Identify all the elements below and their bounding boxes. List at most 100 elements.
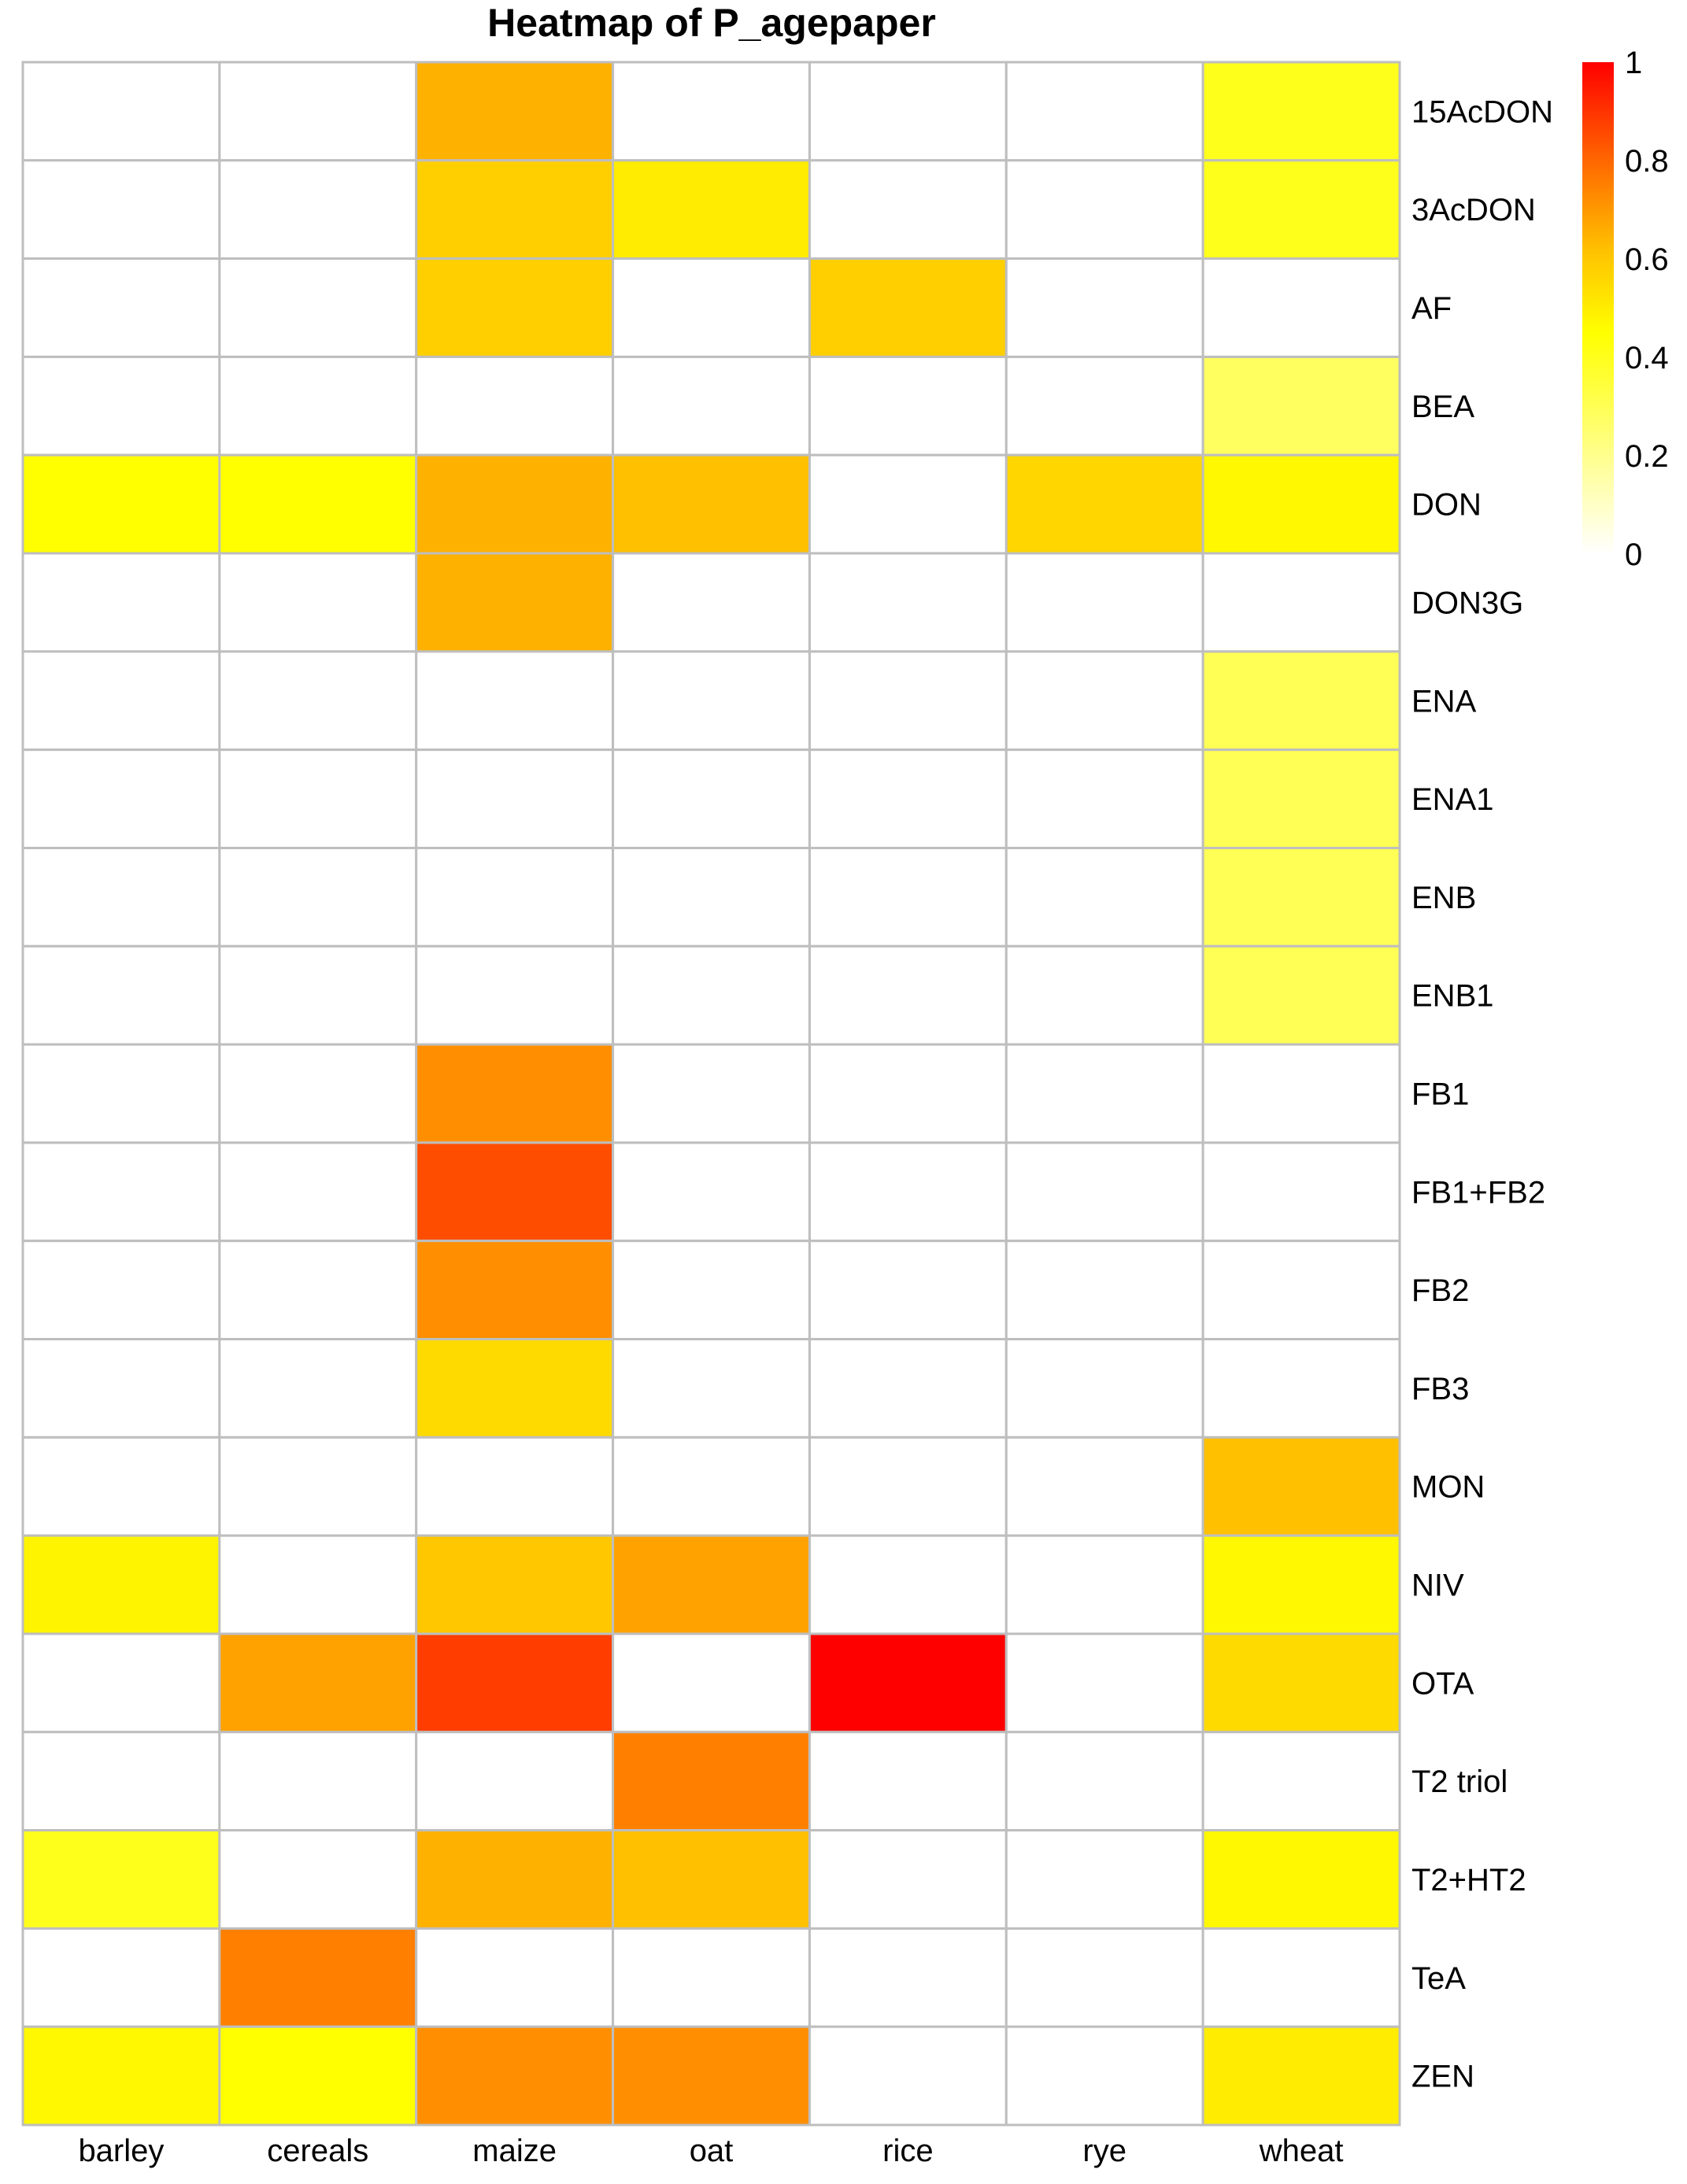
legend-tick-label: 0.4 <box>1625 341 1669 375</box>
heatmap-cell <box>808 1436 1008 1537</box>
heatmap-cell <box>612 1632 811 1734</box>
row-label: NIV <box>1411 1569 1464 1603</box>
heatmap-cell <box>1004 1436 1204 1537</box>
heatmap-cell <box>612 846 811 948</box>
heatmap-cell <box>218 355 418 456</box>
heatmap-cell <box>1201 944 1401 1046</box>
heatmap-cell <box>612 1731 811 1832</box>
heatmap-cell <box>1004 159 1204 261</box>
heatmap-cell <box>808 159 1008 261</box>
heatmap-cell <box>612 159 811 261</box>
heatmap-cell <box>218 748 418 849</box>
heatmap-cell <box>218 61 418 162</box>
heatmap-cell <box>1004 1632 1204 1734</box>
heatmap-cell <box>1201 552 1401 653</box>
heatmap-cell <box>612 944 811 1046</box>
legend-tick-label: 0.6 <box>1625 242 1669 277</box>
heatmap-cell <box>808 944 1008 1046</box>
heatmap-cell <box>218 1338 418 1439</box>
heatmap-cell <box>612 2025 811 2127</box>
heatmap-cell <box>1201 1632 1401 1734</box>
heatmap-cell <box>415 61 615 162</box>
column-label: rye <box>1082 2134 1127 2168</box>
row-label: 3AcDON <box>1411 193 1536 227</box>
heatmap-cell <box>1004 61 1204 162</box>
legend-tick-label: 0.2 <box>1625 439 1669 474</box>
heatmap-cell <box>1201 1240 1401 1341</box>
heatmap-cell <box>808 257 1008 358</box>
row-label: FB1 <box>1411 1077 1469 1112</box>
heatmap-cell <box>415 1829 615 1930</box>
heatmap-cell <box>21 552 221 653</box>
heatmap-cell <box>1004 1731 1204 1832</box>
heatmap-cell <box>808 1043 1008 1144</box>
heatmap-cell <box>808 1141 1008 1243</box>
heatmap-cell <box>21 1436 221 1537</box>
heatmap-cell <box>1004 1240 1204 1341</box>
heatmap-cell <box>1201 1731 1401 1832</box>
row-label: 15AcDON <box>1411 94 1553 129</box>
heatmap-cell <box>1004 1141 1204 1243</box>
heatmap-cell <box>1004 1043 1204 1144</box>
heatmap-cell <box>612 453 811 555</box>
heatmap-cell <box>612 1927 811 2028</box>
heatmap-cell <box>218 1927 418 2028</box>
heatmap-cell <box>21 650 221 752</box>
heatmap-cell <box>415 944 615 1046</box>
heatmap-cell <box>612 1240 811 1341</box>
heatmap-cell <box>1004 1829 1204 1930</box>
heatmap-cell <box>808 650 1008 752</box>
heatmap-cell <box>21 1632 221 1734</box>
heatmap-cell <box>612 1436 811 1537</box>
heatmap-cell <box>21 1141 221 1243</box>
heatmap-cell <box>21 2025 221 2127</box>
heatmap-cell <box>415 748 615 849</box>
heatmap-cell <box>21 846 221 948</box>
heatmap-cell <box>218 944 418 1046</box>
row-label: AF <box>1411 291 1452 326</box>
legend-color-bar <box>1582 62 1614 554</box>
heatmap-cell <box>808 2025 1008 2127</box>
heatmap-cell <box>218 1534 418 1635</box>
row-label: ENB1 <box>1411 979 1494 1014</box>
heatmap-cell <box>415 552 615 653</box>
heatmap-cell <box>21 159 221 261</box>
heatmap-cell <box>808 846 1008 948</box>
heatmap-cell <box>21 257 221 358</box>
heatmap-cell <box>415 1534 615 1635</box>
heatmap-cell <box>218 2025 418 2127</box>
heatmap-cell <box>1004 1927 1204 2028</box>
legend-ticks: 0 0.2 0.4 0.6 0.8 1 <box>1625 46 1669 572</box>
heatmap-cell <box>1004 453 1204 555</box>
heatmap-cell <box>1201 1338 1401 1439</box>
heatmap-cell <box>808 552 1008 653</box>
column-labels: barley cereals maize oat rice rye wheat <box>78 2134 1343 2168</box>
row-label: ENA1 <box>1411 782 1494 817</box>
heatmap-cell <box>612 61 811 162</box>
heatmap-cell <box>218 159 418 261</box>
heatmap-cell <box>21 1240 221 1341</box>
row-label: ZEN <box>1411 2060 1474 2094</box>
heatmap-cell <box>21 748 221 849</box>
row-label: TeA <box>1411 1961 1466 1996</box>
row-label: ENB <box>1411 881 1476 915</box>
heatmap-cell <box>1201 1829 1401 1930</box>
row-label: OTA <box>1411 1666 1474 1701</box>
heatmap-cell <box>218 1829 418 1930</box>
heatmap-cell <box>612 650 811 752</box>
heatmap-cell <box>1201 1927 1401 2028</box>
heatmap-cell <box>218 1436 418 1537</box>
heatmap-cell <box>21 1731 221 1832</box>
heatmap-cell <box>808 1829 1008 1930</box>
heatmap-cell <box>415 1043 615 1144</box>
heatmap-cell <box>21 1927 221 2028</box>
heatmap-cell <box>1201 1043 1401 1144</box>
heatmap-cell <box>415 453 615 555</box>
heatmap-cell <box>1004 552 1204 653</box>
legend-tick-label: 0.8 <box>1625 144 1669 179</box>
heatmap-cell <box>1201 159 1401 261</box>
heatmap-cell <box>218 257 418 358</box>
heatmap-cell <box>21 1534 221 1635</box>
